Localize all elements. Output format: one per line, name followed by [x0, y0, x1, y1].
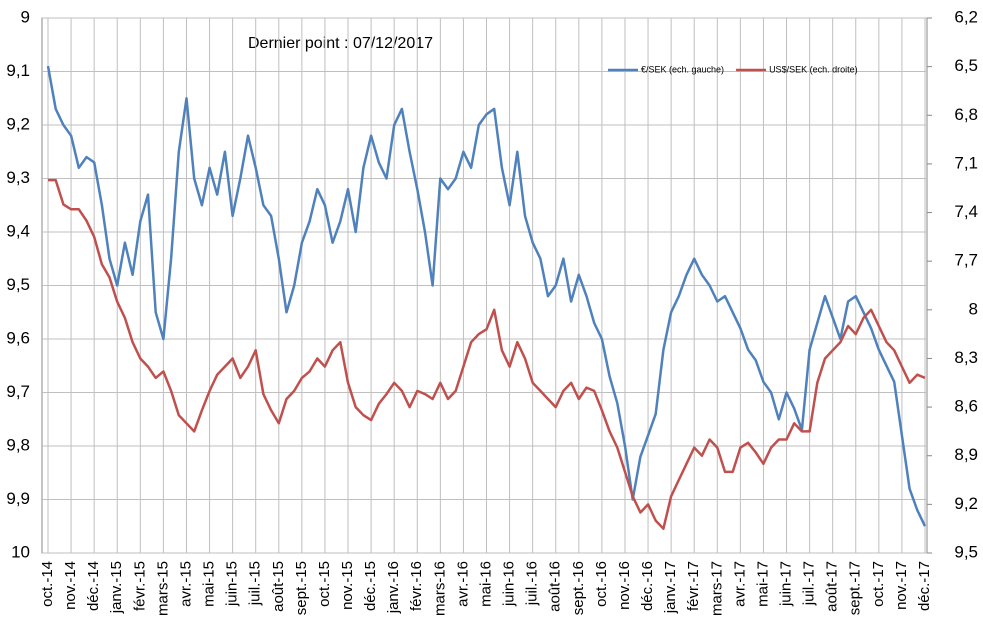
x-tick-label: oct.-15: [316, 561, 333, 607]
x-tick-label: juil.-15: [247, 561, 264, 606]
x-tick-label: oct.-17: [870, 561, 887, 607]
x-tick-label: sept.-16: [570, 561, 587, 615]
x-tick-label: avr.-17: [731, 561, 748, 607]
x-tick-label: août-15: [270, 561, 287, 612]
x-tick-label: oct.-16: [593, 561, 610, 607]
x-tick-label: août-17: [824, 561, 841, 612]
y-tick-label: 10: [11, 542, 30, 561]
x-tick-label: nov.-17: [893, 561, 910, 610]
y2-tick-label: 7,1: [954, 153, 978, 172]
y2-tick-label: 8,9: [954, 445, 978, 464]
x-tick-label: sept.-15: [293, 561, 310, 615]
x-tick-label: nov.-14: [62, 561, 79, 610]
y-tick-label: 9,8: [6, 435, 30, 454]
x-tick-label: juin-16: [501, 561, 518, 607]
y2-tick-label: 6,8: [954, 105, 978, 124]
x-tick-label: janv.-17: [662, 561, 679, 614]
x-tick-label: déc.-17: [916, 561, 933, 611]
x-tick-label: juin-15: [224, 561, 241, 607]
y-tick-label: 9,5: [6, 275, 30, 294]
y-tick-label: 9: [21, 7, 30, 26]
y2-tick-label: 8: [969, 299, 978, 318]
legend-label: €/SEK (ech. gauche): [641, 64, 724, 74]
x-tick-label: mars-17: [708, 561, 725, 616]
x-tick-label: déc.-14: [85, 561, 102, 611]
x-tick-label: oct.-14: [39, 561, 56, 607]
x-tick-label: août-16: [547, 561, 564, 612]
y-tick-label: 9,7: [6, 382, 30, 401]
annotation: Dernier point : 07/12/2017: [248, 35, 433, 52]
y2-tick-label: 8,6: [954, 397, 978, 416]
y2-tick-label: 9,2: [954, 494, 978, 513]
x-tick-label: juil.-16: [524, 561, 541, 606]
x-tick-label: mai-15: [201, 561, 218, 607]
x-tick-label: mars-15: [154, 561, 171, 616]
y2-tick-label: 8,3: [954, 348, 978, 367]
x-tick-label: déc.-15: [362, 561, 379, 611]
y2-tick-label: 7,4: [954, 202, 978, 221]
y2-tick-label: 6,2: [954, 7, 978, 26]
x-tick-label: déc.-16: [639, 561, 656, 611]
legend-label: US$/SEK (ech. droite): [769, 64, 858, 74]
x-tick-label: nov.-16: [616, 561, 633, 610]
x-tick-label: févr.-15: [131, 561, 148, 611]
y-tick-label: 9,3: [6, 168, 30, 187]
x-tick-label: janv.-15: [108, 561, 125, 614]
y-tick-label: 9,4: [6, 221, 30, 240]
x-tick-label: mai-17: [754, 561, 771, 607]
x-tick-label: avr.-15: [177, 561, 194, 607]
x-tick-label: mars-16: [431, 561, 448, 616]
y2-tick-label: 9,5: [954, 542, 978, 561]
x-tick-label: janv.-16: [385, 561, 402, 614]
x-tick-label: nov.-15: [339, 561, 356, 610]
series-line: [46, 65, 927, 527]
x-tick-label: mai-16: [477, 561, 494, 607]
y-tick-label: 9,6: [6, 328, 30, 347]
y2-tick-label: 6,5: [954, 56, 978, 75]
y2-tick-label: 7,7: [954, 251, 978, 270]
x-tick-label: juin-17: [777, 561, 794, 607]
y-tick-label: 9,9: [6, 489, 30, 508]
x-tick-label: févr.-17: [685, 561, 702, 611]
x-tick-label: févr.-16: [408, 561, 425, 611]
y-tick-label: 9,2: [6, 114, 30, 133]
x-tick-label: avr.-16: [454, 561, 471, 607]
y-tick-label: 9,1: [6, 61, 30, 80]
x-tick-label: sept.-17: [847, 561, 864, 615]
x-tick-label: juil.-17: [801, 561, 818, 606]
series-line: [48, 178, 926, 530]
